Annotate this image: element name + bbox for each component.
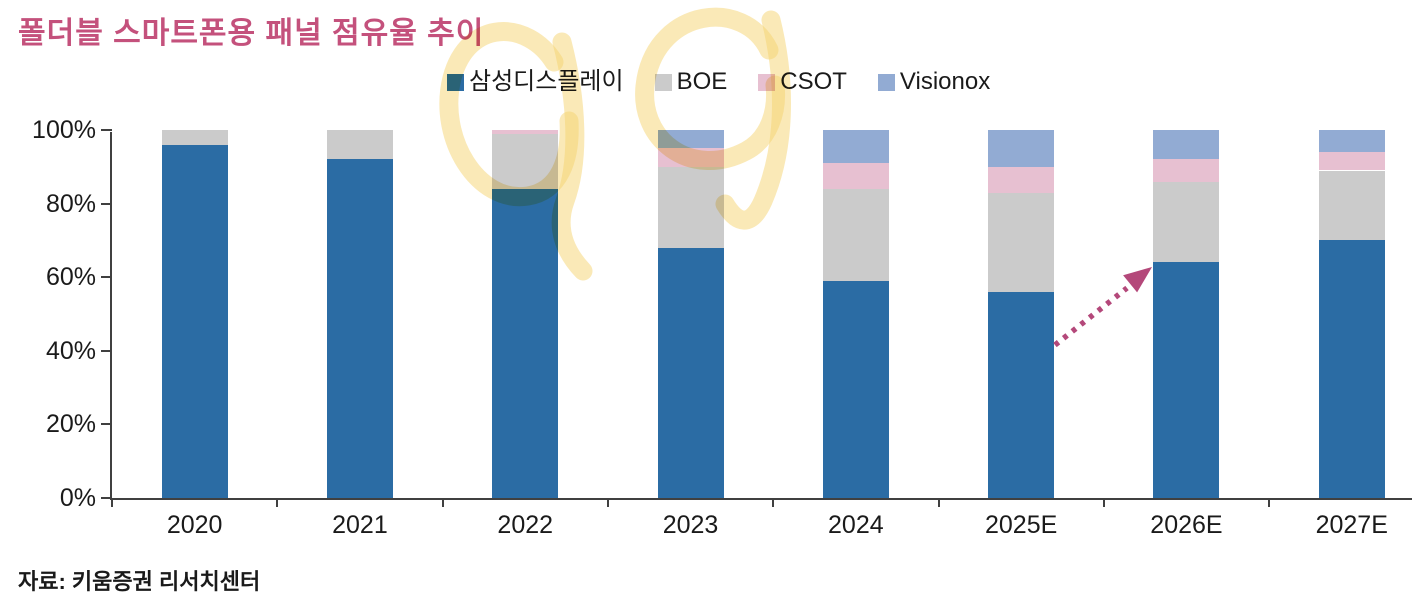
page-title: 폴더블 스마트폰용 패널 점유율 추이 [18, 17, 485, 50]
bar-segment-samsung-display [492, 188, 559, 498]
bar-segment-csot [1153, 159, 1220, 182]
bar-segment-samsung-display [1318, 240, 1385, 498]
x-axis-tick [1102, 498, 1105, 507]
bar-segment-boe [1318, 170, 1385, 241]
legend-item-samsung-display: 삼성디스플레이 [447, 70, 624, 94]
y-axis-tick [101, 423, 112, 426]
x-axis-label-2023: 2023 [662, 511, 719, 539]
x-axis-label-2025e: 2025E [985, 511, 1058, 539]
stacked-bar-2023 [657, 130, 724, 498]
bar-segment-visionox [657, 130, 724, 149]
stacked-bar-2026e [1153, 130, 1220, 498]
legend-label-boe: BOE [676, 68, 728, 95]
bar-segment-visionox [988, 130, 1055, 167]
y-axis-tick [101, 276, 112, 279]
source-note: 자료: 키움증권 리서치센터 [18, 569, 261, 594]
stacked-bar-2027e [1318, 130, 1385, 498]
bar-segment-csot [988, 166, 1055, 193]
x-axis-tick [606, 498, 609, 507]
y-axis-label: 60% [45, 263, 96, 292]
stacked-bar-2022 [492, 130, 559, 498]
y-axis-tick [101, 202, 112, 205]
bar-segment-visionox [1153, 130, 1220, 160]
bar-segment-csot [1318, 152, 1385, 171]
bar-segment-boe [988, 192, 1055, 292]
bar-segment-visionox [1318, 130, 1385, 153]
y-axis-tick [101, 497, 112, 499]
x-axis-tick [441, 498, 444, 507]
y-axis-label: 80% [45, 189, 96, 218]
x-axis-tick [937, 498, 940, 507]
x-axis-label-2024: 2024 [828, 511, 884, 539]
legend-swatch-visionox [877, 73, 895, 91]
chart-legend: 삼성디스플레이 BOE CSOT Visionox [447, 70, 990, 94]
bar-segment-boe [822, 188, 889, 281]
bar-segment-samsung-display [161, 144, 228, 498]
x-axis-tick [111, 498, 113, 507]
stacked-bar-2025e [988, 130, 1055, 498]
bar-segment-csot [492, 130, 559, 134]
legend-swatch-boe [654, 73, 672, 91]
bar-segment-samsung-display [657, 247, 724, 498]
legend-item-visionox: Visionox [877, 68, 991, 95]
bar-segment-boe [657, 166, 724, 248]
y-axis-tick [101, 129, 112, 131]
bar-segment-samsung-display [1153, 262, 1220, 498]
y-axis-label: 100% [32, 116, 96, 144]
legend-label-samsung-display: 삼성디스플레이 [469, 68, 624, 95]
bar-segment-samsung-display [822, 280, 889, 498]
x-axis-label-2021: 2021 [332, 511, 388, 539]
legend-swatch-csot [758, 73, 776, 91]
bar-segment-boe [326, 130, 393, 160]
x-axis-tick [276, 498, 279, 507]
legend-label-csot: CSOT [780, 68, 847, 95]
legend-item-boe: BOE [654, 68, 728, 95]
plot-area: 0% 20% 40% 60% 80% 100% 2020 2021 2022 2023 2024 20… [32, 116, 1412, 539]
x-axis-tick [772, 498, 775, 507]
legend-swatch-samsung-display [447, 73, 464, 91]
y-axis-label: 40% [45, 336, 96, 365]
stacked-bar-2024 [822, 130, 889, 498]
y-axis-label: 20% [45, 410, 96, 439]
stacked-bar-2021 [326, 130, 393, 498]
stacked-bar-2020 [161, 130, 228, 498]
legend-item-csot: CSOT [758, 70, 847, 94]
x-axis-label-2026e: 2026E [1150, 511, 1223, 539]
bar-segment-csot [822, 163, 889, 189]
x-axis-label-2020: 2020 [166, 511, 223, 539]
legend-label-visionox: Visionox [899, 68, 991, 95]
x-axis-label-2027e: 2027E [1315, 511, 1388, 539]
x-axis-label-2022: 2022 [497, 511, 554, 539]
y-axis-tick [101, 349, 112, 352]
x-axis-tick [1268, 498, 1271, 507]
bar-segment-boe [1153, 181, 1220, 263]
bar-segment-samsung-display [988, 291, 1055, 498]
bar-segment-csot [657, 148, 724, 167]
y-axis-label: 0% [59, 484, 96, 512]
bar-segment-boe [492, 133, 559, 189]
bar-segment-visionox [822, 130, 889, 164]
bar-segment-boe [161, 130, 228, 145]
bar-segment-samsung-display [326, 159, 393, 498]
